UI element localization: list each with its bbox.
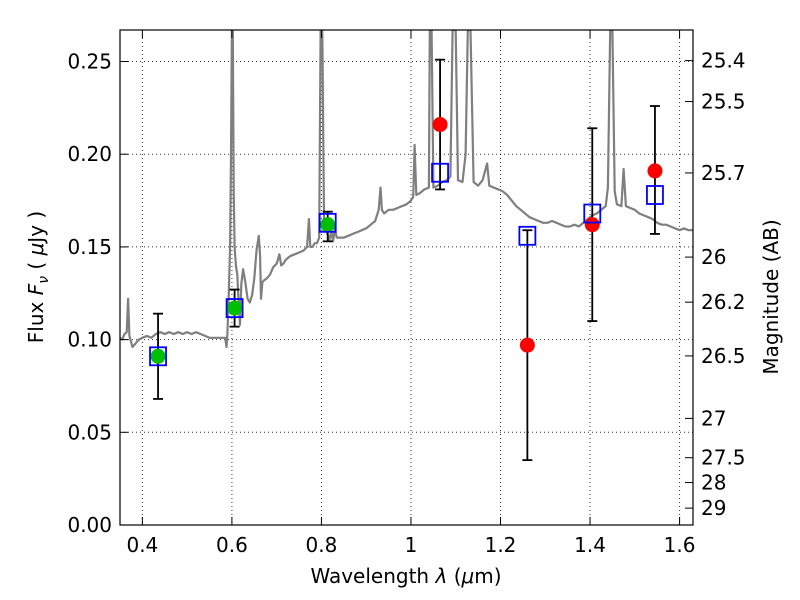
axis-ticks: 0.4 0.6 0.8 1 1.2 1.4 1.6 0.00 0.05 0.10 0.15 0.20 0… <box>67 30 746 557</box>
data-point <box>519 337 535 353</box>
model-band-square <box>646 185 664 205</box>
y-tick-label: 0.15 <box>67 235 112 259</box>
data-point <box>432 117 448 133</box>
y-axis-label-symbol: F <box>24 283 48 295</box>
x-tick-label: 1 <box>405 533 418 557</box>
data-point <box>647 163 663 179</box>
data-point <box>227 300 243 316</box>
grid <box>120 30 693 526</box>
model-band-square <box>225 298 244 318</box>
y-tick-label: 0.05 <box>67 420 112 444</box>
model-band-square <box>583 203 602 224</box>
y2-tick-label: 25.7 <box>701 161 746 185</box>
y2-tick-label: 25.5 <box>701 90 746 114</box>
data-point <box>320 217 336 233</box>
x-axis-label-unit: m) <box>474 564 501 588</box>
y2-tick-label: 26.2 <box>701 290 746 314</box>
y2-tick-label: 28 <box>701 471 726 495</box>
y2-tick-label: 25.4 <box>701 49 746 73</box>
x-tick-label: 1.6 <box>664 533 696 557</box>
plot-area <box>120 30 693 462</box>
x-tick-label: 1.2 <box>485 533 517 557</box>
y-tick-label: 0.20 <box>67 142 112 166</box>
x-axis-label-unit-mu: μ <box>461 564 475 588</box>
y2-axis-label: Magnitude (AB) <box>759 219 783 374</box>
x-axis-label-unit-open: ( <box>454 564 462 588</box>
x-axis-label-symbol: λ <box>434 564 447 588</box>
y-axis-label-unit-mu: μ <box>24 243 48 257</box>
y2-tick-label: 29 <box>701 496 726 520</box>
data-point <box>584 217 600 233</box>
plot-frame <box>119 29 694 526</box>
y-axis-label: Flux Fν ( μJy ) <box>24 211 52 343</box>
y2-tick-label: 27 <box>701 406 726 430</box>
y-tick-label: 0.00 <box>67 513 112 537</box>
model-band-square <box>318 212 337 233</box>
y-axis-label-text: Flux <box>24 301 48 343</box>
model-band-square <box>518 225 537 246</box>
x-tick-label: 0.4 <box>126 533 158 557</box>
y-axis-label-unit: Jy ) <box>24 211 48 245</box>
y2-tick-label: 27.5 <box>701 446 746 470</box>
model-band-square <box>149 346 167 367</box>
y-axis-label-unit-open: ( <box>24 262 48 270</box>
model-band-square <box>431 162 449 183</box>
y-axis-label-subscript: ν <box>36 276 52 284</box>
y2-tick-label: 26.5 <box>701 344 746 368</box>
y2-tick-label: 26 <box>701 245 726 269</box>
x-axis-label: Wavelength λ (μm) <box>310 564 501 588</box>
x-tick-label: 0.6 <box>216 533 248 557</box>
x-axis-label-text: Wavelength <box>310 564 429 588</box>
y-tick-label: 0.10 <box>67 328 112 352</box>
y-tick-label: 0.25 <box>67 50 112 74</box>
x-tick-label: 1.4 <box>574 533 606 557</box>
spectrum-line <box>120 30 693 349</box>
x-tick-label: 0.8 <box>306 533 338 557</box>
data-point <box>150 348 166 364</box>
